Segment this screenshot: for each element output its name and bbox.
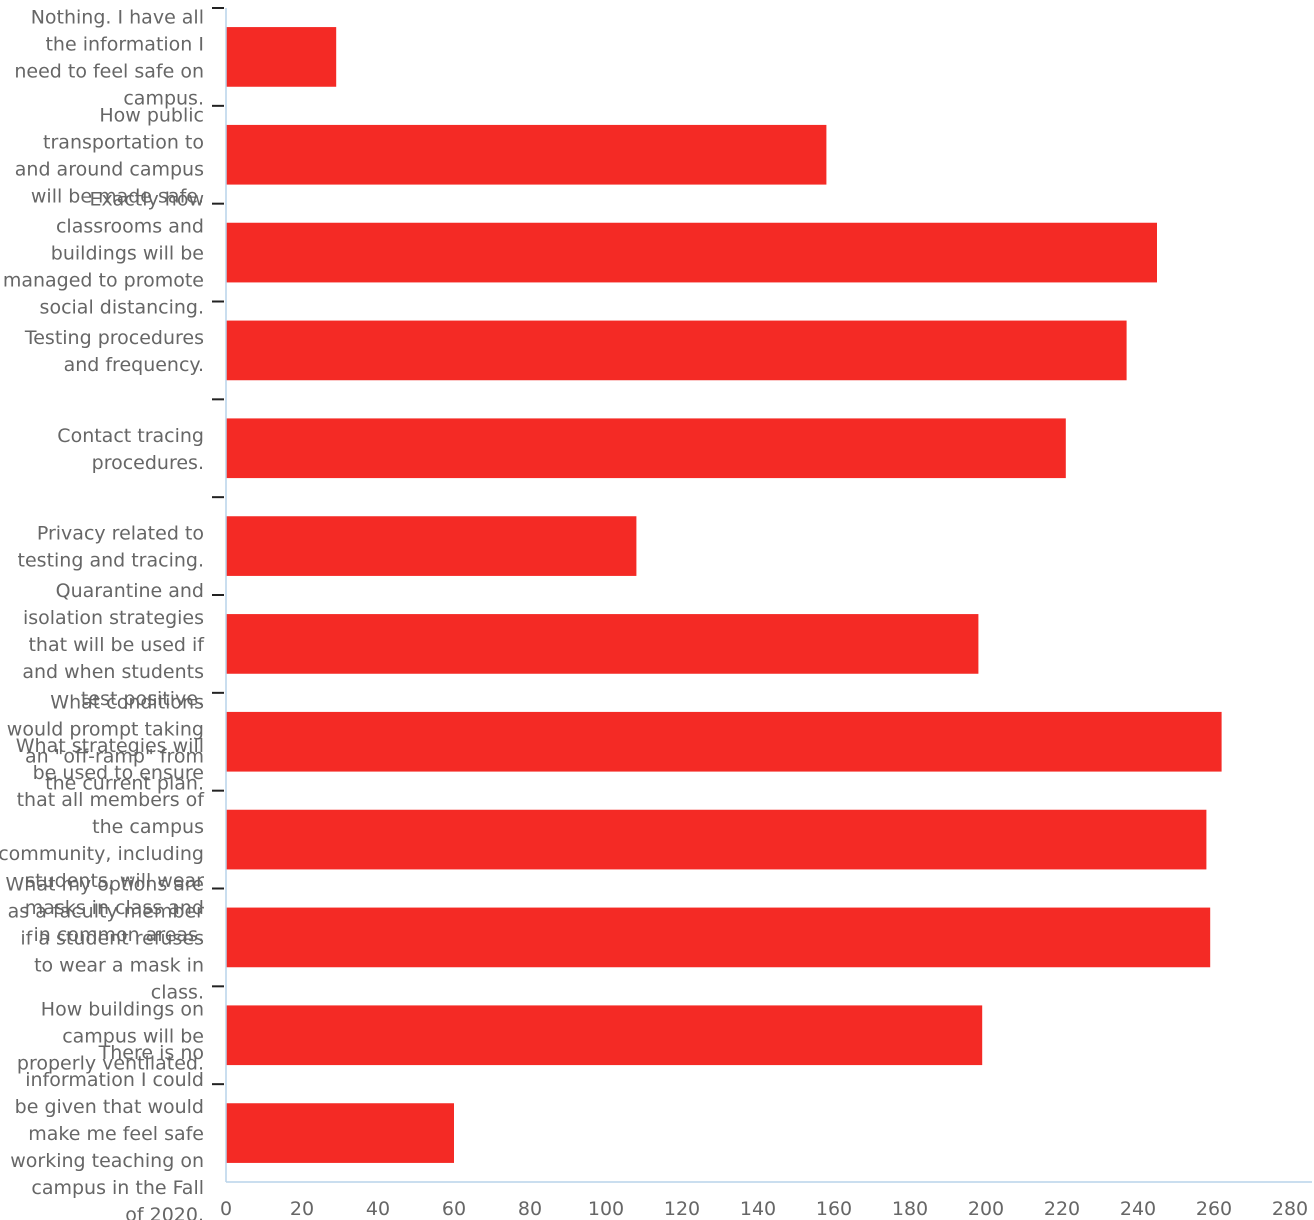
x-tick-label-10: 200 xyxy=(968,1198,1004,1220)
x-tick-label-14: 280 xyxy=(1272,1198,1308,1220)
bar-5 xyxy=(226,516,637,576)
x-tick-label-9: 180 xyxy=(892,1198,928,1220)
x-tick-label-8: 160 xyxy=(816,1198,852,1220)
x-tick-label-7: 140 xyxy=(740,1198,776,1220)
category-label-10: How buildings on campus will be properly v… xyxy=(17,998,204,1074)
x-tick-label-1: 20 xyxy=(290,1198,314,1220)
category-label-3: Testing procedures and frequency. xyxy=(24,327,204,376)
category-label-7: What conditions would prompt taking an "of… xyxy=(7,691,204,794)
bar-10 xyxy=(226,1005,983,1066)
bar-4 xyxy=(226,418,1066,479)
bar-11 xyxy=(226,1103,454,1163)
bar-6 xyxy=(226,614,979,674)
category-label-11: There is no information I could be given t… xyxy=(10,1042,204,1220)
x-tick-labels-group: 0 20 40 60 80 100 120 140 160 180 200 220 240 260 280 xyxy=(220,1198,1308,1220)
bar-9 xyxy=(226,907,1211,968)
x-tick-label-0: 0 xyxy=(220,1198,232,1220)
x-tick-label-11: 220 xyxy=(1044,1198,1080,1220)
category-label-5: Privacy related to testing and tracing. xyxy=(18,523,204,572)
bar-1 xyxy=(226,124,827,185)
bar-8 xyxy=(226,809,1207,870)
category-label-2: Exactly how classrooms and buildings will … xyxy=(3,189,204,319)
bar-3 xyxy=(226,320,1127,381)
bars-group xyxy=(226,27,1222,1163)
x-tick-label-5: 100 xyxy=(588,1198,624,1220)
bar-2 xyxy=(226,222,1157,283)
x-tick-label-3: 60 xyxy=(442,1198,466,1220)
category-label-9: What my options are as a faculty member if… xyxy=(6,873,205,1003)
bar-0 xyxy=(226,27,337,87)
category-label-8: What strategies will be used to ensure tha… xyxy=(0,735,205,946)
x-tick-label-2: 40 xyxy=(366,1198,390,1220)
x-tick-label-4: 80 xyxy=(518,1198,542,1220)
category-label-6: Quarantine and isolation strategies that w… xyxy=(22,580,205,710)
category-label-4: Contact tracing procedures. xyxy=(57,425,204,474)
x-tick-label-13: 260 xyxy=(1196,1198,1232,1220)
x-tick-label-12: 240 xyxy=(1120,1198,1156,1220)
bar-7 xyxy=(226,711,1222,772)
category-label-1: How public transportation to and around ca… xyxy=(15,104,204,207)
x-tick-label-6: 120 xyxy=(664,1198,700,1220)
category-ticks-group xyxy=(212,7,224,1086)
